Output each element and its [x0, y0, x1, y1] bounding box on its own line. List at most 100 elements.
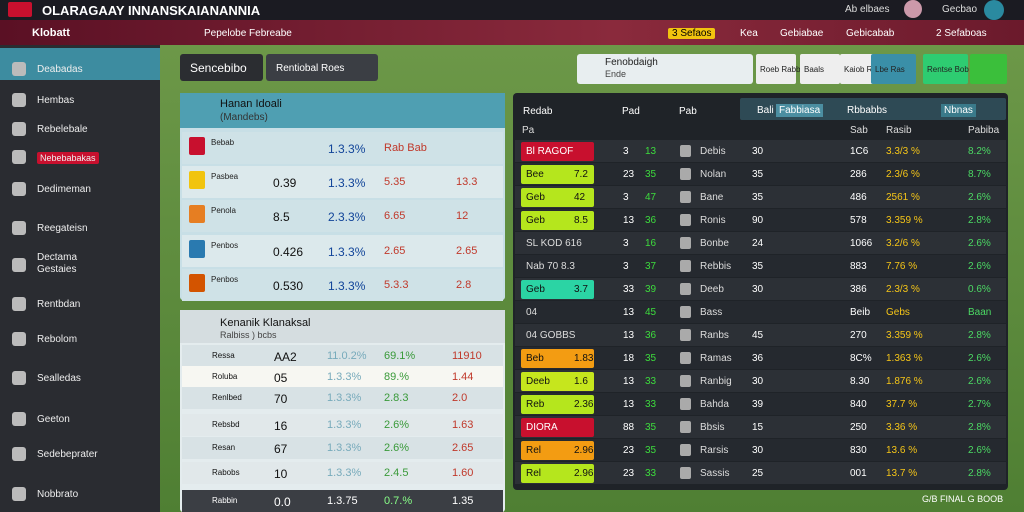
cell: 1.3.75 [327, 495, 358, 507]
cell: 1.44 [452, 371, 474, 383]
settings[interactable] [984, 0, 1004, 20]
team-icon [680, 398, 691, 410]
group-subtitle: Ralbiss ) bcbs [220, 330, 277, 340]
cell: 001 [850, 468, 867, 479]
filter-bg [577, 54, 753, 84]
cell: 13 [623, 215, 635, 226]
cell: 35 [645, 169, 657, 180]
filter-button-label[interactable]: Kaiob Rer [844, 65, 880, 74]
filter-button-label[interactable]: Lbe Ras [875, 65, 905, 74]
column-subheader: Pa [522, 125, 535, 136]
cell: 3 [623, 146, 629, 157]
cell: 578 [850, 215, 867, 226]
sidebar-item[interactable]: Sedebeprater [37, 449, 98, 460]
cell: 35 [645, 353, 657, 364]
team-name: Penbos [211, 241, 239, 250]
team-box [521, 418, 594, 437]
cell: 2.6% [384, 419, 410, 431]
cell: 11910 [452, 350, 482, 362]
filter-button-label[interactable]: Rentse Bob [927, 65, 969, 74]
cell: 2.8% [968, 330, 991, 341]
nav-item[interactable]: Kea [740, 28, 758, 39]
cell: 2561 % [886, 192, 920, 203]
sidebar-icon [12, 487, 26, 501]
avatar [904, 0, 922, 18]
filter-button[interactable] [923, 54, 968, 84]
cell: 2.3/3 % [886, 284, 920, 295]
cell: 45 [752, 330, 764, 341]
filter-button[interactable] [970, 54, 1007, 84]
team-name: Renlbed [212, 393, 242, 402]
sidebar-item[interactable]: Geeton [37, 414, 70, 425]
tab[interactable]: Fabbiasa [776, 104, 824, 117]
sidebar-item[interactable]: Deabadas [37, 64, 83, 75]
select-bg[interactable] [266, 54, 378, 81]
cell: Baan [968, 307, 992, 318]
team-box-label: Bl RAGOF [526, 146, 574, 157]
tab[interactable]: Nbnas [941, 104, 976, 117]
select[interactable]: Rentiobal Roes [276, 63, 345, 74]
cell: 13 [645, 146, 657, 157]
team-name: Penola [211, 206, 236, 215]
column-header: Pad [622, 106, 640, 117]
sidebar-item[interactable]: Sealledas [37, 373, 81, 384]
top-bar [0, 0, 1024, 20]
cell: 1.3.3% [328, 279, 366, 293]
sidebar-active [0, 48, 160, 80]
cell: 23 [623, 445, 635, 456]
team-box-label: Bee [526, 169, 544, 180]
team-box-label: 04 [526, 307, 538, 318]
filter-button[interactable] [800, 54, 840, 84]
cell: 3.2/6 % [886, 238, 920, 249]
team-box-value: 42 [574, 192, 586, 203]
filter-label: Fenobdaigh [605, 57, 658, 68]
team-box [521, 280, 594, 299]
row-bg [515, 209, 1006, 231]
filter-button[interactable] [756, 54, 796, 84]
cell: 35 [752, 261, 764, 272]
team-icon [680, 260, 691, 272]
team-box-label: Beb [526, 353, 544, 364]
team-box [521, 395, 594, 414]
sidebar-item[interactable]: Hembas [37, 95, 75, 106]
group-header [180, 310, 505, 343]
row-bg [515, 439, 1006, 461]
filter-button-label[interactable]: Baals [804, 65, 825, 74]
nav-item[interactable]: Gebicabab [846, 28, 895, 39]
sidebar-item[interactable]: Nobbrato [37, 489, 79, 500]
sidebar-item[interactable]: Rentbdan [37, 299, 81, 310]
nav-item[interactable]: 3 Sefaos [668, 28, 716, 39]
sidebar-item[interactable]: Dedimeman [37, 184, 91, 195]
team-icon [680, 191, 691, 203]
nav-item[interactable]: 2 Sefaboas [936, 28, 987, 39]
cell: 1.3.3% [327, 392, 362, 404]
cell: 8.5 [273, 210, 290, 224]
cell: 1.876 % [886, 376, 923, 387]
cell: Deeb [700, 284, 724, 295]
sidebar-item[interactable]: Dectama Gestaies [37, 252, 78, 275]
cell: 1.35 [452, 495, 474, 507]
filter-sub: Ende [605, 69, 627, 79]
sidebar-item[interactable]: Nebebabakas [37, 152, 99, 164]
cell: 5.3.3 [384, 279, 409, 291]
sidebar-item[interactable]: Reegateisn [37, 223, 88, 234]
nav-item[interactable]: Gebiabae [780, 28, 824, 39]
filter-button-label[interactable]: Roeb Rabb [760, 65, 801, 74]
cell: Gebs [886, 307, 910, 318]
team-box-label: Geb [526, 192, 545, 203]
filter-button[interactable] [871, 54, 916, 84]
row-bg [515, 301, 1006, 323]
nav-tab[interactable]: Pepelobe Febreabe [204, 28, 292, 39]
cell: 1.3.3% [327, 442, 362, 454]
cell: 2.6% [968, 192, 991, 203]
row-bg [515, 140, 1006, 162]
team-box-value: 7.2 [574, 169, 588, 180]
column-subheader: Sab [850, 125, 868, 136]
sidebar-item[interactable]: Rebelebale [37, 124, 88, 135]
cell: 3.3/3 % [886, 146, 920, 157]
tab[interactable]: Rbbabbs [844, 104, 891, 117]
team-box [521, 372, 594, 391]
sidebar-item[interactable]: Rebolom [37, 334, 78, 345]
cell: 0.530 [273, 279, 304, 293]
tab[interactable]: Bali [754, 104, 777, 117]
